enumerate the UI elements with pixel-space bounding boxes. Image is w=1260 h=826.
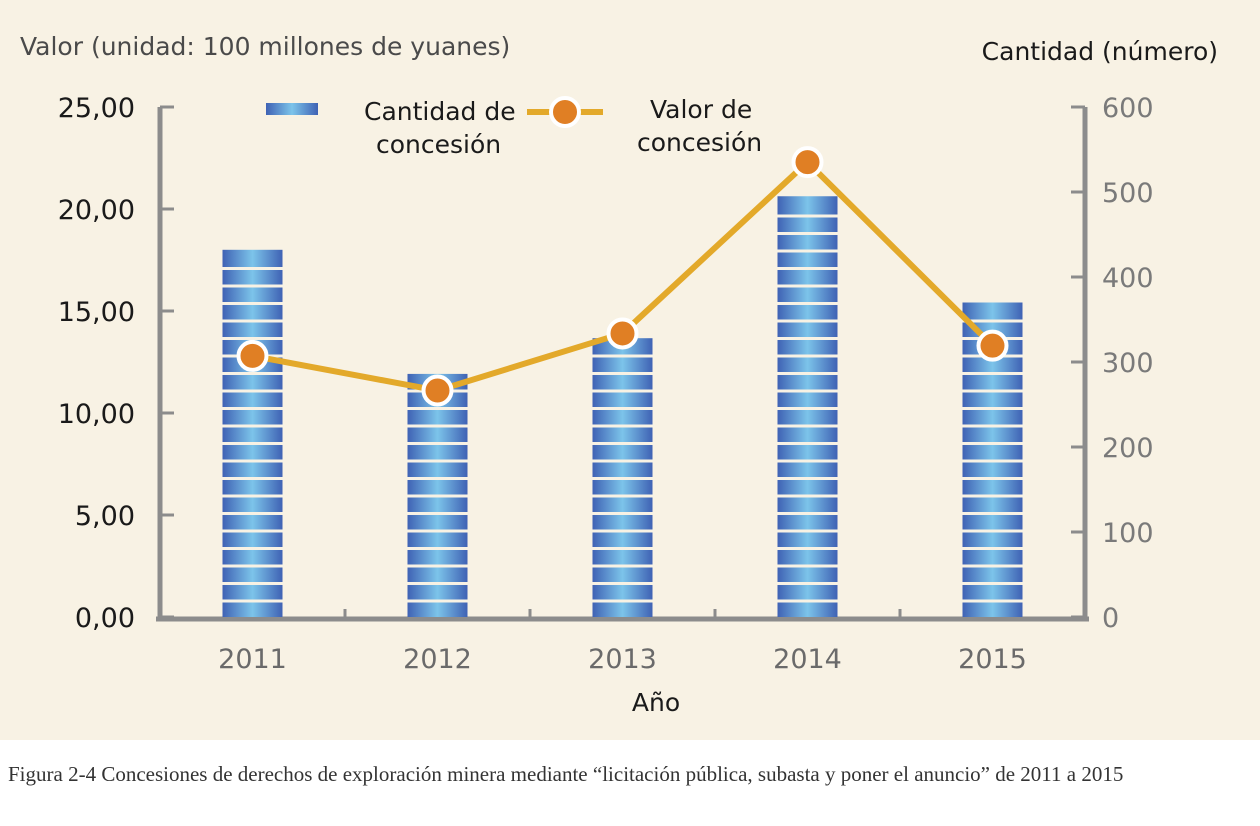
x-tick-label: 2012 bbox=[403, 644, 472, 675]
bar bbox=[777, 196, 838, 617]
right-tick-label: 400 bbox=[1102, 263, 1154, 294]
line-series bbox=[236, 146, 1009, 407]
right-tick-label: 100 bbox=[1102, 518, 1154, 549]
x-tick-label: 2011 bbox=[218, 644, 287, 675]
right-axis-title: Cantidad (número) bbox=[982, 37, 1218, 66]
x-tick-label: 2013 bbox=[588, 644, 657, 675]
left-axis-title: Valor (unidad: 100 millones de yuanes) bbox=[20, 32, 510, 61]
right-tick-label: 200 bbox=[1102, 433, 1154, 464]
tick-labels: 0,00 5,00 10,00 15,00 20,00 25,00 0 100 200 300 40… bbox=[58, 93, 1154, 675]
x-tick-label: 2015 bbox=[958, 644, 1027, 675]
figure-caption: Figura 2-4 Concesiones de derechos de ex… bbox=[8, 762, 1124, 786]
left-tick-label: 20,00 bbox=[58, 195, 135, 226]
left-tick-label: 0,00 bbox=[75, 603, 135, 634]
left-tick-label: 5,00 bbox=[75, 501, 135, 532]
bar bbox=[222, 249, 283, 618]
bar bbox=[407, 373, 468, 617]
value-point bbox=[421, 374, 454, 407]
value-point bbox=[976, 329, 1009, 362]
legend-bar-label-line1: Cantidad de bbox=[364, 97, 516, 126]
legend: Cantidad de concesión Valor de concesión bbox=[266, 95, 762, 159]
legend-line-label-line2: concesión bbox=[637, 128, 762, 157]
right-tick-label: 300 bbox=[1102, 348, 1154, 379]
bar-series bbox=[222, 196, 1023, 618]
chart-panel: Valor (unidad: 100 millones de yuanes) C… bbox=[0, 0, 1260, 740]
left-tick-label: 10,00 bbox=[58, 399, 135, 430]
value-point bbox=[236, 339, 269, 372]
legend-bar-swatch bbox=[266, 103, 318, 115]
right-tick-label: 600 bbox=[1102, 93, 1154, 124]
right-tick-label: 500 bbox=[1102, 178, 1154, 209]
right-tick-label: 0 bbox=[1102, 603, 1119, 634]
bar-fill bbox=[777, 196, 838, 617]
legend-line-label-line1: Valor de bbox=[650, 95, 752, 124]
x-axis-title: Año bbox=[632, 688, 680, 717]
bar bbox=[592, 338, 653, 617]
axes bbox=[156, 105, 1089, 622]
chart-svg: Valor (unidad: 100 millones de yuanes) C… bbox=[20, 32, 1218, 717]
legend-bar-label-line2: concesión bbox=[376, 130, 501, 159]
x-tick-label: 2014 bbox=[773, 644, 842, 675]
left-tick-label: 25,00 bbox=[58, 93, 135, 124]
left-tick-label: 15,00 bbox=[58, 297, 135, 328]
value-point bbox=[606, 317, 639, 350]
bar-fill bbox=[222, 249, 283, 618]
legend-line-marker bbox=[549, 96, 581, 128]
value-point bbox=[791, 146, 824, 179]
